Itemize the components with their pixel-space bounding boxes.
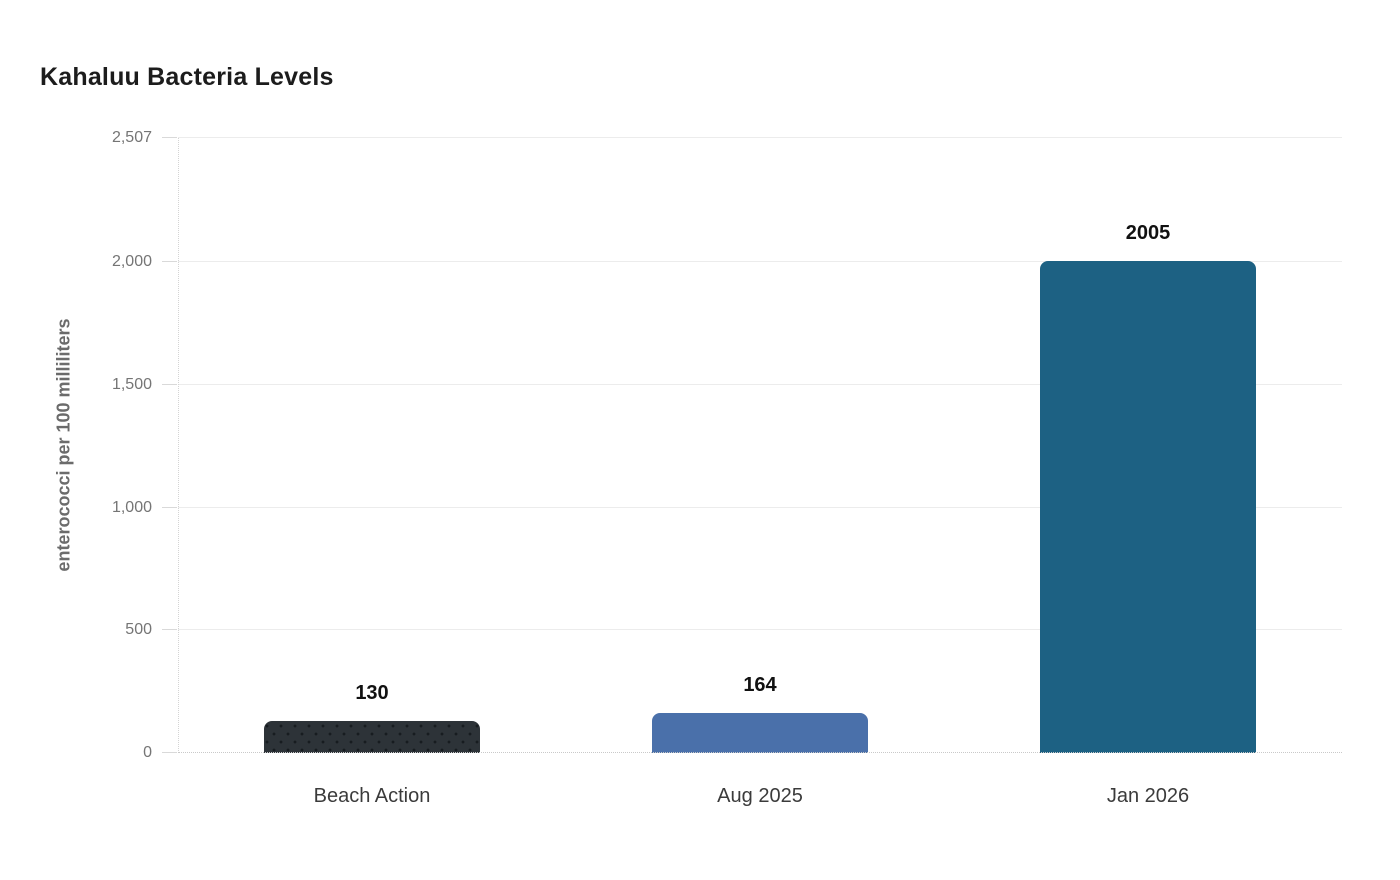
plot-area: 130 164 2005 xyxy=(162,137,1342,753)
y-tick-label-1500: 1,500 xyxy=(111,376,152,394)
y-tick-mark-1000 xyxy=(162,506,177,508)
bar-value-label: 164 xyxy=(743,673,777,696)
bar-jan-2026 xyxy=(1040,261,1256,753)
y-tick-label-0: 0 xyxy=(143,744,152,761)
y-tick-mark-2000 xyxy=(162,261,177,263)
y-tick-mark-0 xyxy=(162,752,177,753)
y-tick-mark-500 xyxy=(162,629,177,631)
y-tick-label-2507: 2,507 xyxy=(111,129,152,146)
y-tick-mark-1500 xyxy=(162,384,177,386)
gridline-2000 xyxy=(178,261,1342,263)
bar-aug-2025 xyxy=(652,712,868,753)
x-category-label: Aug 2025 xyxy=(717,785,803,807)
gridline-1000 xyxy=(178,506,1342,508)
y-tick-label-2000: 2,000 xyxy=(111,253,152,271)
y-axis-title: enterococci per 100 milliliters xyxy=(53,318,74,572)
y-tick-label-500: 500 xyxy=(125,621,152,639)
chart-title: Kahaluu Bacteria Levels xyxy=(40,63,334,91)
gridline-1500 xyxy=(178,384,1342,386)
bar-value-label: 2005 xyxy=(1125,222,1171,245)
gridline-500 xyxy=(178,629,1342,631)
gridline-2507 xyxy=(178,137,1342,138)
x-category-label: Beach Action xyxy=(313,785,431,807)
bar-beach-action xyxy=(264,721,480,753)
x-axis-line xyxy=(178,752,1342,753)
y-tick-label-1000: 1,000 xyxy=(111,498,152,516)
x-category-label: Jan 2026 xyxy=(1106,785,1190,807)
bar-value-label: 130 xyxy=(355,682,389,705)
y-tick-mark-2507 xyxy=(162,137,177,138)
y-axis-line xyxy=(178,138,179,753)
